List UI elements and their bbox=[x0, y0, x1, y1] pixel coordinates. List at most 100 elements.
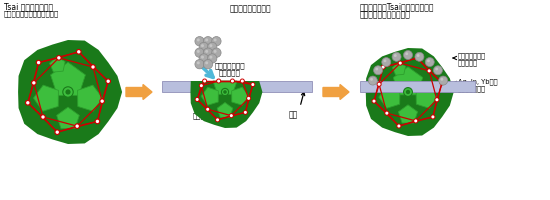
Text: なる準周期構造: なる準周期構造 bbox=[458, 85, 486, 92]
Circle shape bbox=[382, 58, 390, 67]
Circle shape bbox=[415, 56, 419, 60]
Circle shape bbox=[76, 50, 81, 54]
Circle shape bbox=[27, 102, 29, 104]
Circle shape bbox=[415, 120, 416, 122]
Circle shape bbox=[65, 89, 70, 95]
Circle shape bbox=[248, 98, 250, 99]
Circle shape bbox=[204, 37, 213, 46]
Circle shape bbox=[417, 54, 420, 57]
Circle shape bbox=[218, 80, 219, 82]
Text: 吸着した鉛がTsaiクラスタを復元: 吸着した鉛がTsaiクラスタを復元 bbox=[360, 2, 434, 11]
Circle shape bbox=[213, 50, 217, 53]
Circle shape bbox=[205, 61, 208, 64]
Circle shape bbox=[195, 48, 204, 57]
FancyArrow shape bbox=[126, 84, 152, 99]
Text: 鉛（面心立方構造）: 鉛（面心立方構造） bbox=[230, 4, 272, 13]
Circle shape bbox=[381, 65, 385, 69]
Circle shape bbox=[75, 124, 79, 128]
Circle shape bbox=[56, 131, 58, 133]
Circle shape bbox=[213, 38, 217, 41]
Circle shape bbox=[240, 79, 244, 83]
Circle shape bbox=[433, 66, 442, 75]
Circle shape bbox=[378, 83, 380, 85]
Circle shape bbox=[232, 80, 233, 82]
Circle shape bbox=[252, 84, 254, 85]
Circle shape bbox=[383, 59, 387, 62]
Circle shape bbox=[373, 100, 375, 102]
Circle shape bbox=[404, 50, 412, 60]
Text: ＝準周期構造の鉛が実現: ＝準周期構造の鉛が実現 bbox=[360, 10, 411, 19]
Circle shape bbox=[217, 79, 221, 83]
Circle shape bbox=[436, 99, 438, 101]
Polygon shape bbox=[190, 81, 262, 128]
Text: 基盤に吸着: 基盤に吸着 bbox=[219, 69, 241, 76]
Circle shape bbox=[415, 52, 424, 61]
Polygon shape bbox=[366, 48, 454, 136]
Circle shape bbox=[440, 81, 444, 85]
Circle shape bbox=[373, 66, 383, 75]
Circle shape bbox=[216, 118, 219, 122]
Circle shape bbox=[247, 97, 250, 100]
Circle shape bbox=[96, 120, 98, 122]
Circle shape bbox=[91, 65, 95, 69]
Circle shape bbox=[441, 78, 443, 81]
Circle shape bbox=[370, 78, 373, 81]
Circle shape bbox=[100, 99, 104, 103]
Circle shape bbox=[207, 42, 217, 52]
Circle shape bbox=[404, 88, 412, 96]
Circle shape bbox=[398, 61, 402, 65]
Circle shape bbox=[212, 48, 221, 57]
Circle shape bbox=[385, 111, 389, 115]
Polygon shape bbox=[57, 107, 79, 129]
Circle shape bbox=[241, 80, 243, 82]
Circle shape bbox=[95, 119, 100, 124]
Circle shape bbox=[32, 81, 36, 85]
Text: のため第３段と第４段のみ）: のため第３段と第４段のみ） bbox=[4, 10, 59, 17]
Circle shape bbox=[212, 37, 221, 46]
Circle shape bbox=[406, 90, 410, 94]
Circle shape bbox=[57, 56, 61, 60]
Circle shape bbox=[394, 54, 397, 57]
Bar bbox=[360, 81, 475, 92]
Circle shape bbox=[244, 111, 247, 114]
Circle shape bbox=[441, 82, 443, 84]
Circle shape bbox=[230, 79, 234, 83]
Circle shape bbox=[229, 114, 233, 117]
Circle shape bbox=[431, 115, 434, 119]
Circle shape bbox=[416, 57, 418, 59]
Circle shape bbox=[432, 116, 434, 118]
Circle shape bbox=[197, 61, 200, 64]
Circle shape bbox=[414, 119, 417, 123]
Circle shape bbox=[230, 115, 232, 116]
Polygon shape bbox=[379, 86, 400, 108]
Polygon shape bbox=[232, 87, 249, 105]
Circle shape bbox=[78, 51, 80, 53]
Circle shape bbox=[435, 98, 439, 102]
Text: Ag, In, Ybから: Ag, In, Ybから bbox=[458, 78, 498, 85]
Text: 表面: 表面 bbox=[289, 110, 298, 119]
Circle shape bbox=[205, 38, 208, 41]
Circle shape bbox=[106, 79, 111, 83]
Circle shape bbox=[92, 66, 94, 68]
Polygon shape bbox=[201, 87, 218, 105]
Circle shape bbox=[42, 116, 44, 118]
Circle shape bbox=[222, 88, 229, 96]
Circle shape bbox=[427, 59, 430, 62]
Circle shape bbox=[37, 62, 40, 64]
Circle shape bbox=[204, 80, 206, 82]
Circle shape bbox=[207, 54, 217, 63]
Circle shape bbox=[397, 124, 401, 128]
Circle shape bbox=[33, 82, 35, 84]
Bar bbox=[162, 81, 312, 92]
Circle shape bbox=[386, 112, 388, 114]
Circle shape bbox=[195, 37, 204, 46]
Circle shape bbox=[206, 108, 210, 111]
Circle shape bbox=[210, 44, 212, 47]
Circle shape bbox=[41, 115, 45, 119]
Circle shape bbox=[36, 60, 41, 65]
Polygon shape bbox=[50, 57, 65, 72]
Text: 準周期構造: 準周期構造 bbox=[458, 59, 478, 66]
Circle shape bbox=[205, 50, 208, 53]
Circle shape bbox=[251, 83, 255, 86]
Circle shape bbox=[201, 44, 204, 47]
